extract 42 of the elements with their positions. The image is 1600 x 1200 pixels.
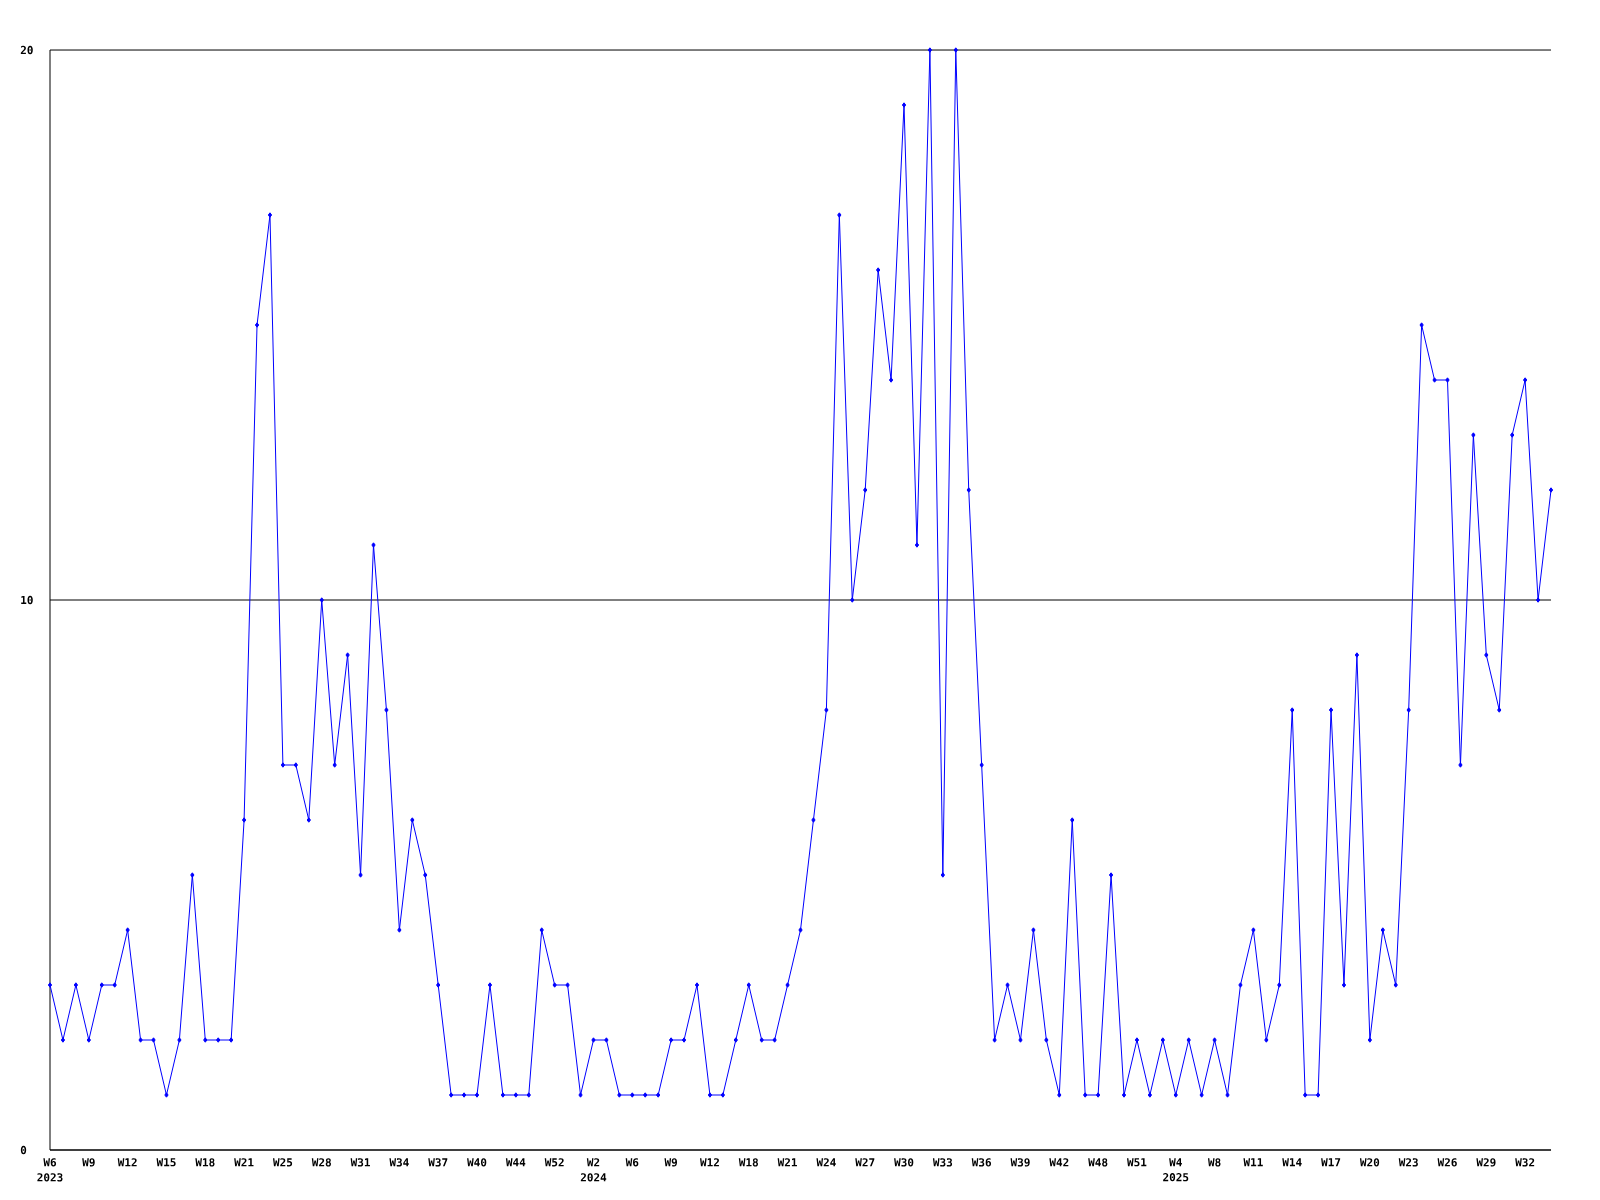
x-tick-label: W8 — [1207, 1158, 1221, 1167]
x-tick-label: W42 — [1049, 1158, 1069, 1167]
x-tick-label: W52 — [544, 1158, 564, 1167]
x-tick-label: W17 — [1321, 1158, 1341, 1167]
x-tick-label: W18 — [195, 1158, 215, 1167]
x-tick-label: W24 — [816, 1158, 836, 1167]
x-tick-label: W15 — [156, 1158, 176, 1167]
x-tick-label: W30 — [894, 1158, 914, 1167]
x-tick-label: W9 — [664, 1158, 678, 1167]
x-tick-label: W40 — [467, 1158, 487, 1167]
y-tick-label: 0 — [20, 1145, 27, 1155]
x-tick-label: W26 — [1437, 1158, 1457, 1167]
x-tick-label: W44 — [505, 1158, 526, 1167]
x-tick-label: W12 — [699, 1158, 719, 1167]
x-tick-label: W14 — [1282, 1158, 1302, 1167]
x-tick-label: W9 — [82, 1158, 95, 1167]
x-tick-label: W12 — [117, 1158, 137, 1167]
x-tick-label: W36 — [971, 1158, 992, 1167]
x-tick-label: W31 — [350, 1158, 370, 1167]
x-tick-label: W48 — [1088, 1158, 1108, 1167]
x-tick-label: W33 — [932, 1158, 953, 1167]
x-tick-label: W51 — [1127, 1158, 1147, 1167]
x-tick-label: W21 — [234, 1158, 254, 1167]
x-tick-label: W6 2023 — [37, 1158, 63, 1182]
x-tick-label: W34 — [389, 1158, 409, 1167]
x-tick-label: W32 — [1515, 1158, 1535, 1167]
x-tick-label: W2 2024 — [580, 1158, 607, 1182]
x-tick-label: W37 — [428, 1158, 448, 1167]
x-tick-label: W18 — [738, 1158, 758, 1167]
x-tick-label: W4 2025 — [1163, 1158, 1189, 1182]
x-tick-label: W11 — [1243, 1158, 1263, 1167]
y-tick-label: 20 — [20, 45, 33, 55]
x-tick-label: W25 — [272, 1158, 293, 1167]
x-tick-label: W29 — [1476, 1158, 1496, 1167]
x-tick-label: W28 — [311, 1158, 331, 1167]
x-tick-label: W39 — [1010, 1158, 1030, 1167]
y-tick-label: 10 — [21, 595, 33, 605]
x-tick-label: W23 — [1398, 1158, 1418, 1167]
x-tick-label: W6 — [625, 1158, 639, 1167]
x-tick-label: W20 — [1359, 1158, 1380, 1167]
x-tick-label: W21 — [777, 1158, 797, 1167]
x-tick-label: W27 — [855, 1158, 875, 1167]
